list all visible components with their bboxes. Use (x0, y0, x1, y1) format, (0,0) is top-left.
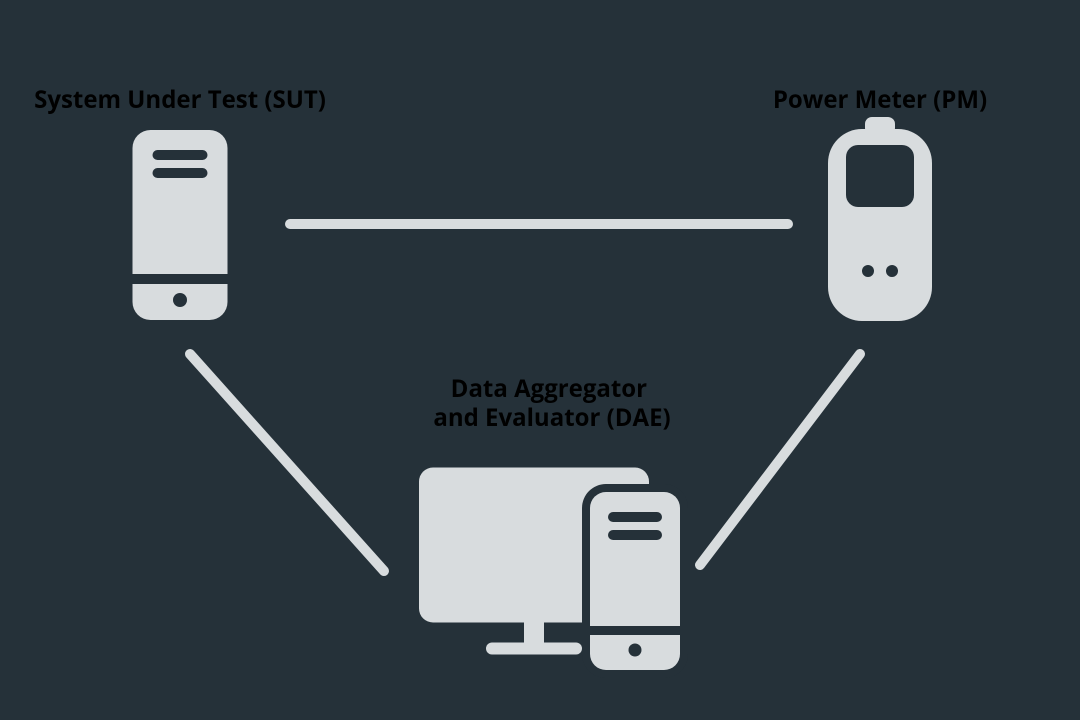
pm-label: Power Meter (PM) (773, 83, 987, 116)
dae-label: Data Aggregator and Evaluator (DAE) (433, 372, 670, 434)
dae-label-line2: and Evaluator (DAE) (433, 401, 670, 434)
sut-icon (133, 130, 228, 320)
pm-label-text: Power Meter (PM) (773, 83, 987, 116)
sut-label: System Under Test (SUT) (34, 83, 326, 116)
diagram-canvas: System Under Test (SUT) Power Meter (PM)… (0, 0, 1080, 720)
sut-label-text: System Under Test (SUT) (34, 83, 326, 116)
pm-icon (828, 117, 932, 321)
